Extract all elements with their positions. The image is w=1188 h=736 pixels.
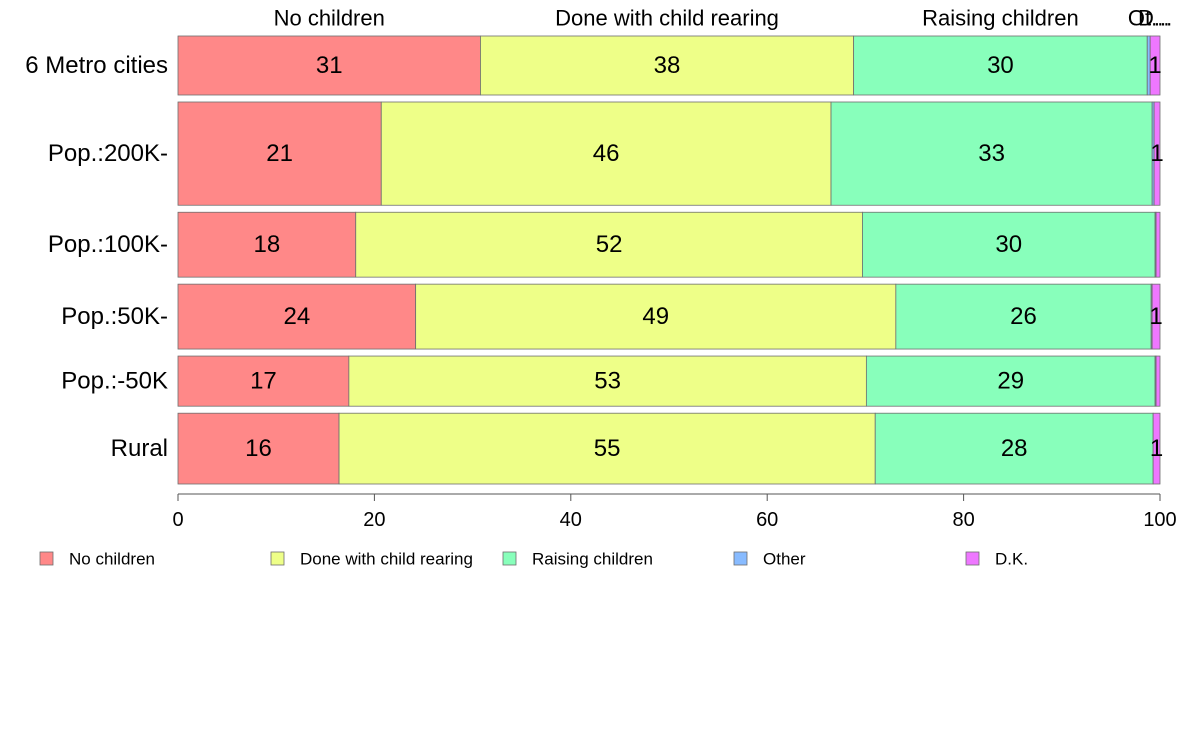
legend-swatch <box>39 551 54 566</box>
bar-segment <box>1155 355 1161 407</box>
x-tick-label: 40 <box>560 509 582 531</box>
bar-segment <box>830 101 1153 206</box>
data-label: 28 <box>1001 435 1028 462</box>
bar-segment <box>177 412 340 485</box>
data-label: 52 <box>596 231 623 258</box>
data-label: 1 <box>1150 140 1163 167</box>
top-segment-label: Ot... <box>1128 6 1170 31</box>
bar-segment <box>177 283 417 350</box>
data-label: 24 <box>283 303 310 330</box>
legend-label: Done with child rearing <box>300 550 473 569</box>
category-label: Pop.:200K- <box>48 140 168 167</box>
data-label: 33 <box>978 140 1005 167</box>
category-label: Pop.:100K- <box>48 231 168 258</box>
bar-segment <box>1155 211 1161 278</box>
bar-segment <box>380 101 832 206</box>
data-label: 1 <box>1148 52 1161 79</box>
bar-segment <box>865 355 1156 407</box>
data-label: 21 <box>266 140 293 167</box>
category-label: 6 Metro cities <box>25 52 168 79</box>
legend-swatch <box>733 551 748 566</box>
data-label: 49 <box>642 303 669 330</box>
x-tick-label: 0 <box>172 509 183 531</box>
category-label: Pop.:-50K <box>61 368 168 395</box>
top-segment-label: No children <box>274 6 385 31</box>
legend-swatch <box>502 551 517 566</box>
bar-segment <box>338 412 876 485</box>
data-label: 17 <box>250 368 277 395</box>
top-segment-label: Raising children <box>922 6 1079 31</box>
bar-segment <box>355 211 863 278</box>
legend-label: Raising children <box>532 550 653 569</box>
x-tick-label: 100 <box>1143 509 1176 531</box>
data-label: 16 <box>245 435 272 462</box>
bar-segment <box>1151 283 1161 350</box>
data-label: 38 <box>654 52 681 79</box>
data-label: 18 <box>254 231 281 258</box>
legend-swatch <box>270 551 285 566</box>
top-segment-label: D... <box>1138 6 1172 31</box>
bar-segment <box>480 35 855 96</box>
x-tick-label: 60 <box>756 509 778 531</box>
bar-segment <box>895 283 1152 350</box>
bar-segment <box>177 211 357 278</box>
data-label: 31 <box>316 52 343 79</box>
x-tick-label: 20 <box>363 509 385 531</box>
data-label: 30 <box>987 52 1014 79</box>
bar-segment <box>348 355 867 407</box>
bar-segment <box>853 35 1148 96</box>
category-label: Rural <box>111 435 168 462</box>
bar-segment <box>874 412 1154 485</box>
top-segment-label: Done with child rearing <box>555 6 779 31</box>
x-tick-label: 80 <box>952 509 974 531</box>
data-label: 46 <box>593 140 620 167</box>
bar-segment <box>415 283 897 350</box>
legend-label: No children <box>69 550 155 569</box>
category-label: Pop.:50K- <box>61 303 168 330</box>
data-label: 1 <box>1149 303 1162 330</box>
data-label: 29 <box>997 368 1024 395</box>
bar-segment <box>1153 101 1161 206</box>
legend-label: Other <box>763 550 806 569</box>
data-label: 53 <box>594 368 621 395</box>
bar-segment <box>177 355 350 407</box>
legend-label: D.K. <box>995 550 1028 569</box>
data-label: 55 <box>594 435 621 462</box>
legend-swatch <box>965 551 980 566</box>
bar-segment <box>177 35 481 96</box>
bar-segment <box>1152 412 1161 485</box>
data-label: 26 <box>1010 303 1037 330</box>
data-label: 30 <box>995 231 1022 258</box>
data-label: 1 <box>1150 435 1163 462</box>
bar-segment <box>1149 35 1161 96</box>
bar-segment <box>177 101 382 206</box>
